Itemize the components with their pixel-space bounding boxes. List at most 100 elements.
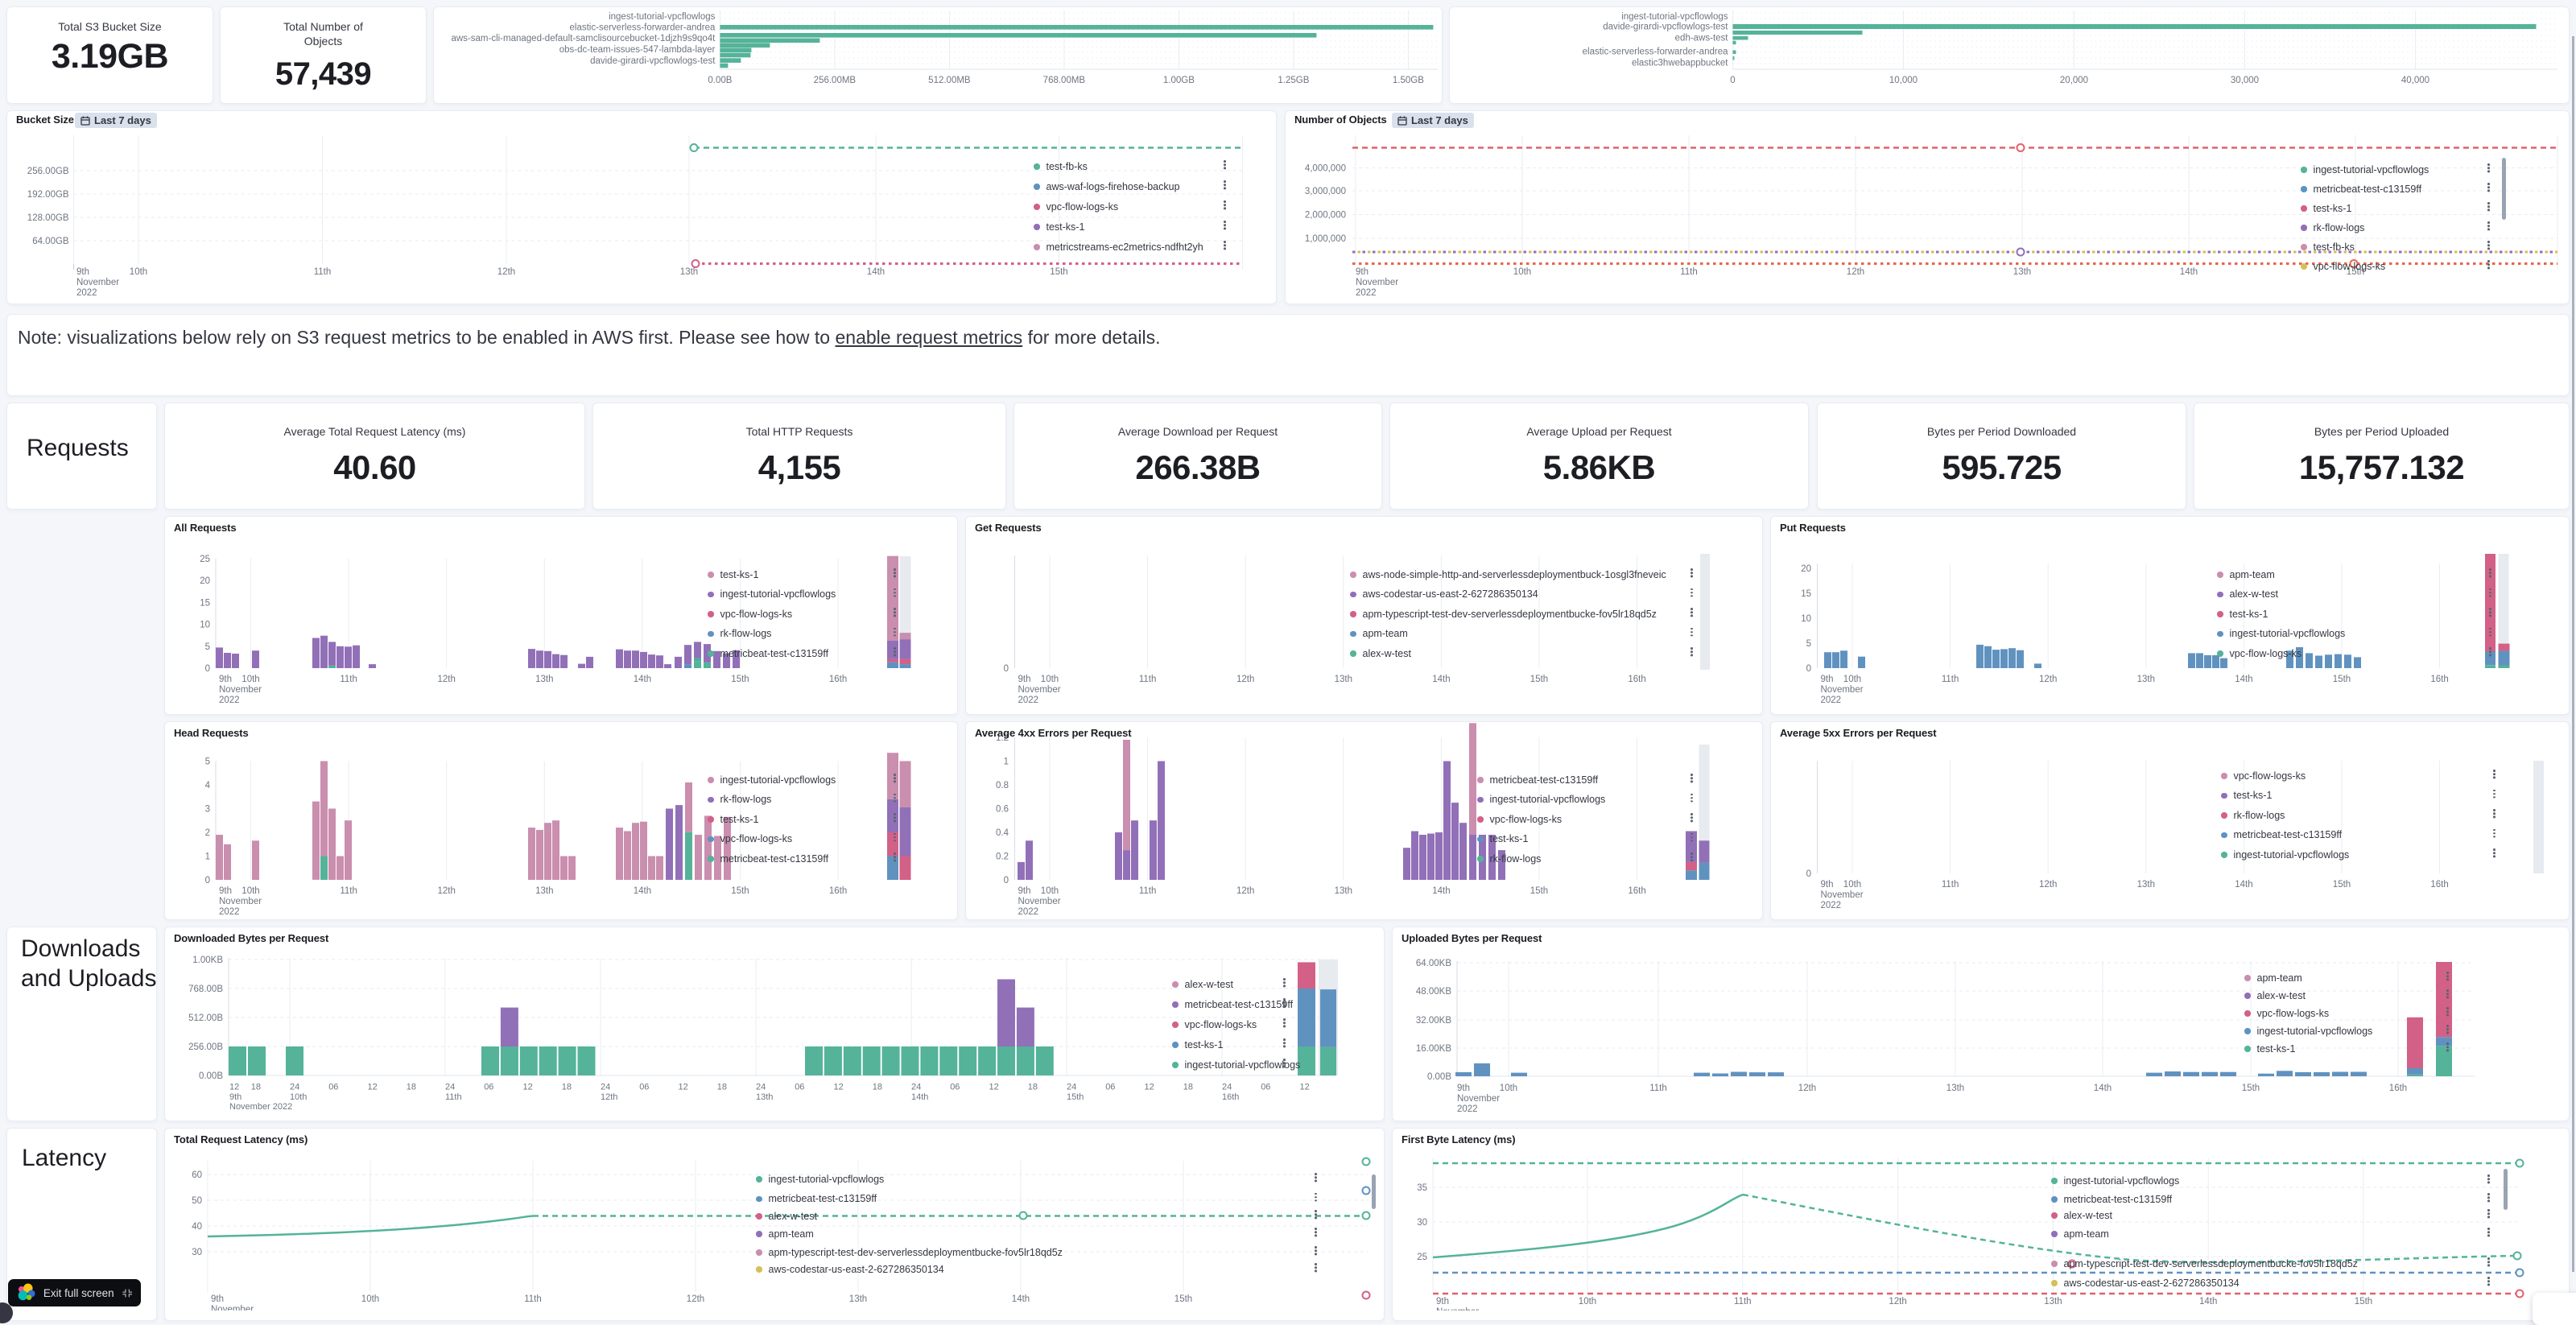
svg-text:11th: 11th [524, 1294, 542, 1304]
svg-text:512.00B: 512.00B [188, 1013, 223, 1023]
svg-text:16th: 16th [2430, 880, 2448, 890]
svg-text:12th: 12th [438, 886, 456, 896]
svg-text:14th: 14th [2235, 675, 2252, 684]
svg-text:24: 24 [1067, 1083, 1076, 1092]
svg-text:3: 3 [205, 805, 210, 815]
svg-text:06: 06 [328, 1083, 338, 1092]
svg-text:12: 12 [989, 1083, 999, 1092]
svg-text:15: 15 [200, 598, 210, 608]
svg-text:10th: 10th [1500, 1084, 1517, 1093]
svg-text:ingest-tutorial-vpcflowlogs: ingest-tutorial-vpcflowlogs [1621, 12, 1728, 22]
svg-text:16th: 16th [2430, 675, 2448, 684]
svg-text:13th: 13th [849, 1294, 867, 1304]
svg-text:24: 24 [445, 1083, 455, 1092]
svg-text:12th: 12th [1798, 1084, 1816, 1093]
svg-text:15th: 15th [731, 675, 749, 684]
svg-text:12: 12 [679, 1083, 688, 1092]
svg-text:24: 24 [911, 1083, 921, 1092]
svg-text:10th: 10th [1041, 675, 1059, 684]
svg-text:06: 06 [795, 1083, 804, 1092]
svg-text:9th: 9th [211, 1294, 224, 1304]
svg-text:12th: 12th [497, 267, 515, 277]
svg-text:14th: 14th [2235, 880, 2252, 890]
svg-text:15th: 15th [2333, 675, 2351, 684]
svg-text:9th: 9th [1436, 1297, 1449, 1306]
svg-text:1.2: 1.2 [996, 733, 1009, 743]
svg-text:13th: 13th [535, 675, 553, 684]
svg-text:November: November [1436, 1307, 1479, 1311]
svg-text:13th: 13th [2013, 267, 2031, 277]
svg-text:10: 10 [1801, 614, 1811, 624]
svg-text:9th: 9th [1018, 675, 1031, 684]
svg-text:24: 24 [290, 1083, 299, 1092]
svg-text:16th: 16th [1628, 886, 1645, 896]
svg-text:12th: 12th [687, 1294, 704, 1304]
svg-text:10th: 10th [290, 1092, 307, 1102]
svg-text:16th: 16th [1222, 1092, 1239, 1102]
svg-text:2022: 2022 [1821, 696, 1842, 705]
svg-text:12th: 12th [601, 1092, 617, 1102]
svg-text:2022: 2022 [219, 696, 240, 705]
svg-text:06: 06 [484, 1083, 493, 1092]
svg-text:10th: 10th [1041, 886, 1059, 896]
svg-text:13th: 13th [1335, 675, 1352, 684]
svg-text:0: 0 [1806, 664, 1811, 674]
svg-text:64.00GB: 64.00GB [32, 237, 69, 246]
svg-text:12th: 12th [1889, 1297, 1906, 1306]
svg-text:11th: 11th [1139, 675, 1157, 684]
svg-text:13th: 13th [756, 1092, 773, 1102]
svg-text:11th: 11th [1734, 1297, 1752, 1306]
svg-text:12: 12 [1300, 1083, 1310, 1092]
svg-text:2,000,000: 2,000,000 [1305, 211, 1346, 221]
svg-text:16th: 16th [1628, 675, 1645, 684]
svg-text:768.00MB: 768.00MB [1043, 76, 1086, 85]
svg-text:2022: 2022 [1356, 288, 1377, 298]
svg-text:November: November [1018, 685, 1061, 695]
svg-text:ingest-tutorial-vpcflowlogs: ingest-tutorial-vpcflowlogs [609, 12, 716, 22]
svg-text:4: 4 [205, 781, 211, 790]
svg-text:06: 06 [1261, 1083, 1270, 1092]
svg-text:0: 0 [1806, 869, 1811, 879]
svg-text:18: 18 [1183, 1083, 1193, 1092]
svg-text:edh-aws-test: edh-aws-test [1675, 34, 1729, 43]
svg-text:40: 40 [192, 1222, 202, 1232]
svg-text:11th: 11th [445, 1092, 462, 1102]
svg-text:11th: 11th [1139, 886, 1157, 896]
svg-text:1: 1 [1004, 757, 1009, 767]
svg-text:11th: 11th [1649, 1084, 1667, 1093]
svg-text:9th: 9th [219, 675, 232, 684]
svg-text:25: 25 [1417, 1253, 1427, 1262]
svg-text:16th: 16th [2389, 1084, 2407, 1093]
svg-text:13th: 13th [2137, 675, 2155, 684]
svg-text:November: November [1018, 897, 1061, 906]
svg-text:14th: 14th [1432, 675, 1450, 684]
svg-text:35: 35 [1417, 1183, 1427, 1193]
svg-text:10th: 10th [1513, 267, 1531, 277]
svg-text:November: November [1821, 890, 1864, 900]
svg-text:elastic-serverless-forwarder-a: elastic-serverless-forwarder-andrea [1583, 47, 1728, 57]
svg-text:2022: 2022 [219, 907, 240, 917]
svg-text:12: 12 [1145, 1083, 1154, 1092]
svg-text:15th: 15th [1530, 675, 1548, 684]
svg-text:November: November [219, 685, 262, 695]
svg-text:0.8: 0.8 [996, 781, 1009, 790]
svg-text:davide-girardi-vpcflowlogs-tes: davide-girardi-vpcflowlogs-test [590, 56, 716, 66]
svg-text:15th: 15th [1050, 267, 1067, 277]
svg-text:30: 30 [1417, 1218, 1427, 1228]
svg-text:10: 10 [200, 621, 210, 630]
svg-text:15th: 15th [2242, 1084, 2260, 1093]
svg-text:9th: 9th [1356, 267, 1368, 277]
svg-text:0.2: 0.2 [996, 852, 1009, 862]
svg-text:1.50GB: 1.50GB [1393, 76, 1424, 85]
svg-text:15th: 15th [1174, 1294, 1192, 1304]
svg-text:3,000,000: 3,000,000 [1305, 187, 1346, 196]
svg-text:256.00GB: 256.00GB [27, 167, 69, 176]
svg-text:4,000,000: 4,000,000 [1305, 164, 1346, 174]
svg-text:14th: 14th [867, 267, 885, 277]
svg-text:15th: 15th [1067, 1092, 1084, 1102]
svg-text:12: 12 [229, 1083, 239, 1092]
svg-text:9th: 9th [1821, 675, 1834, 684]
svg-text:10th: 10th [130, 267, 147, 277]
svg-text:0.00B: 0.00B [708, 76, 732, 85]
svg-text:14th: 14th [911, 1092, 928, 1102]
